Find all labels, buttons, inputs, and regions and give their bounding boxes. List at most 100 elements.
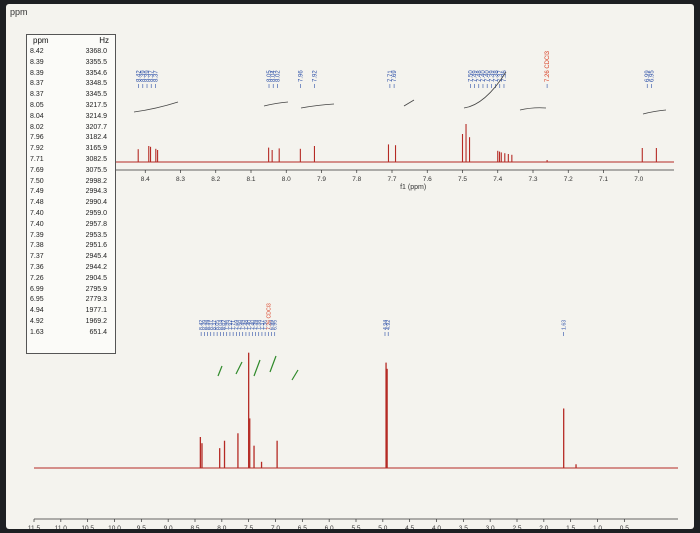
x-tick-label: 8.5 [190,525,199,529]
spectrum-canvas: 8.58.48.38.28.18.07.97.87.77.67.57.47.37… [28,50,678,529]
row-ppm: 8.05 [30,101,44,109]
x-tick-label: 8.2 [211,176,220,183]
row-hz: 2944.2 [85,263,107,271]
table-row: 7.40 2959.0 [27,209,115,220]
peak-label: 8.39 [141,70,147,82]
x-tick-label: 7.5 [458,176,467,183]
row-hz: 3182.4 [85,134,107,142]
x-tick-label: 6.0 [325,525,334,529]
table-row: 8.04 3214.9 [27,112,115,123]
peak-label: 8.39 [202,320,208,330]
peak-table-header: ppm Hz [27,35,115,47]
peak-label: 7.40 [485,70,491,82]
peak-label: 7.40 [481,70,487,82]
peak-label: 7.36 [263,320,269,330]
peak-label: 7.40 [247,320,253,330]
peak-label: 8.05 [267,70,273,82]
table-row: 7.38 2951.6 [27,241,115,252]
header-ppm: ppm [33,36,49,45]
row-hz: 2953.5 [85,231,107,239]
peak-label: 8.39 [206,320,212,330]
row-hz: 2957.8 [85,220,107,228]
x-tick-label: 7.4 [493,176,502,183]
table-row: 8.37 3345.5 [27,90,115,101]
row-ppm: 6.99 [30,285,44,293]
row-ppm: 8.42 [30,48,44,55]
table-row: 8.02 3207.7 [27,123,115,134]
x-tick-label: 7.5 [244,525,253,529]
x-tick-label: 8.4 [141,176,150,183]
peak-table: ppm Hz 8.42 3368.0 8.39 3355.5 8.39 3354.6 8.3… [26,34,116,354]
x-tick-label: 11.5 [28,525,41,529]
peak-label: 7.40 [250,320,256,330]
integral-stroke [403,99,415,107]
table-row: 8.39 3354.6 [27,69,115,80]
x-tick-label: 5.5 [351,525,360,529]
integral-stroke [253,359,261,377]
peak-label: 8.37 [149,70,155,82]
table-row: 6.99 2795.9 [27,285,115,296]
peak-label: 7.50 [468,70,474,82]
x-axis-label: f1 (ppm) [400,184,426,191]
row-ppm: 1.63 [30,328,44,336]
peak-label: 8.37 [209,320,215,330]
table-row: 7.71 3082.5 [27,155,115,166]
row-hz: 3368.0 [85,48,107,55]
peak-label: 7.96 [298,70,304,82]
table-row: 7.92 3165.9 [27,144,115,155]
peak-label: 7.49 [241,320,247,330]
peak-label: 7.69 [392,70,398,82]
peak-label: 1.63 [562,320,568,330]
row-hz: 3082.5 [85,155,107,163]
peak-label: 7.49 [473,70,479,82]
row-ppm: 7.69 [30,166,44,174]
peak-label: 8.05 [215,320,221,330]
table-row: 8.42 3368.0 [27,47,115,58]
peak-label: 7.48 [244,320,250,330]
peak-label: 6.99 [270,320,276,330]
x-tick-label: 7.1 [599,176,608,183]
x-tick-label: 11.0 [55,525,68,529]
x-tick-label: 8.3 [176,176,185,183]
peak-label: 7.38 [494,70,500,82]
x-tick-label: 1.0 [593,525,602,529]
x-tick-label: 0.5 [620,525,629,529]
row-ppm: 7.36 [30,263,44,271]
table-row: 7.48 2990.4 [27,198,115,209]
table-row: 1.63 651.4 [27,328,115,339]
peak-label: 6.99 [645,70,651,82]
x-tick-label: 9.5 [137,525,146,529]
peak-label: 7.92 [312,70,318,82]
x-tick-label: 7.6 [423,176,432,183]
row-hz: 2951.6 [85,242,107,250]
x-tick-label: 7.9 [317,176,326,183]
row-ppm: 7.40 [30,220,44,228]
x-tick-label: 1.5 [566,525,575,529]
row-hz: 651.4 [89,328,107,336]
x-tick-label: 8.0 [217,525,226,529]
integral-stroke [133,101,179,113]
table-row: 7.69 3075.5 [27,166,115,177]
table-row: 7.36 2944.2 [27,263,115,274]
peak-label: 7.26 CDCl3 [545,50,551,82]
row-hz: 2990.4 [85,199,107,207]
x-tick-label: 4.5 [405,525,414,529]
x-tick-label: 3.0 [486,525,495,529]
integral-curves [133,71,667,381]
table-row: 4.94 1977.1 [27,306,115,317]
table-row: 7.96 3182.4 [27,133,115,144]
peak-label: 8.37 [153,70,159,82]
peak-label: 7.92 [228,320,234,330]
row-hz: 3345.5 [85,91,107,99]
peak-label: 7.48 [477,70,483,82]
table-row: 4.92 1969.2 [27,317,115,328]
spectrum-panel: 11.5 11.0 10.5 10.0 9.5 9.0 8.5 8.0 7.5 7.0 6.5 6.0… [28,303,678,529]
row-hz: 2959.0 [85,209,107,217]
row-hz: 1977.1 [85,307,107,315]
row-hz: 2904.5 [85,274,107,282]
peak-label: 7.50 [238,320,244,330]
peak-label: 7.36 [502,70,508,82]
table-row: 7.49 2994.3 [27,187,115,198]
row-hz: 3165.9 [85,145,107,153]
row-hz: 2795.9 [85,285,107,293]
